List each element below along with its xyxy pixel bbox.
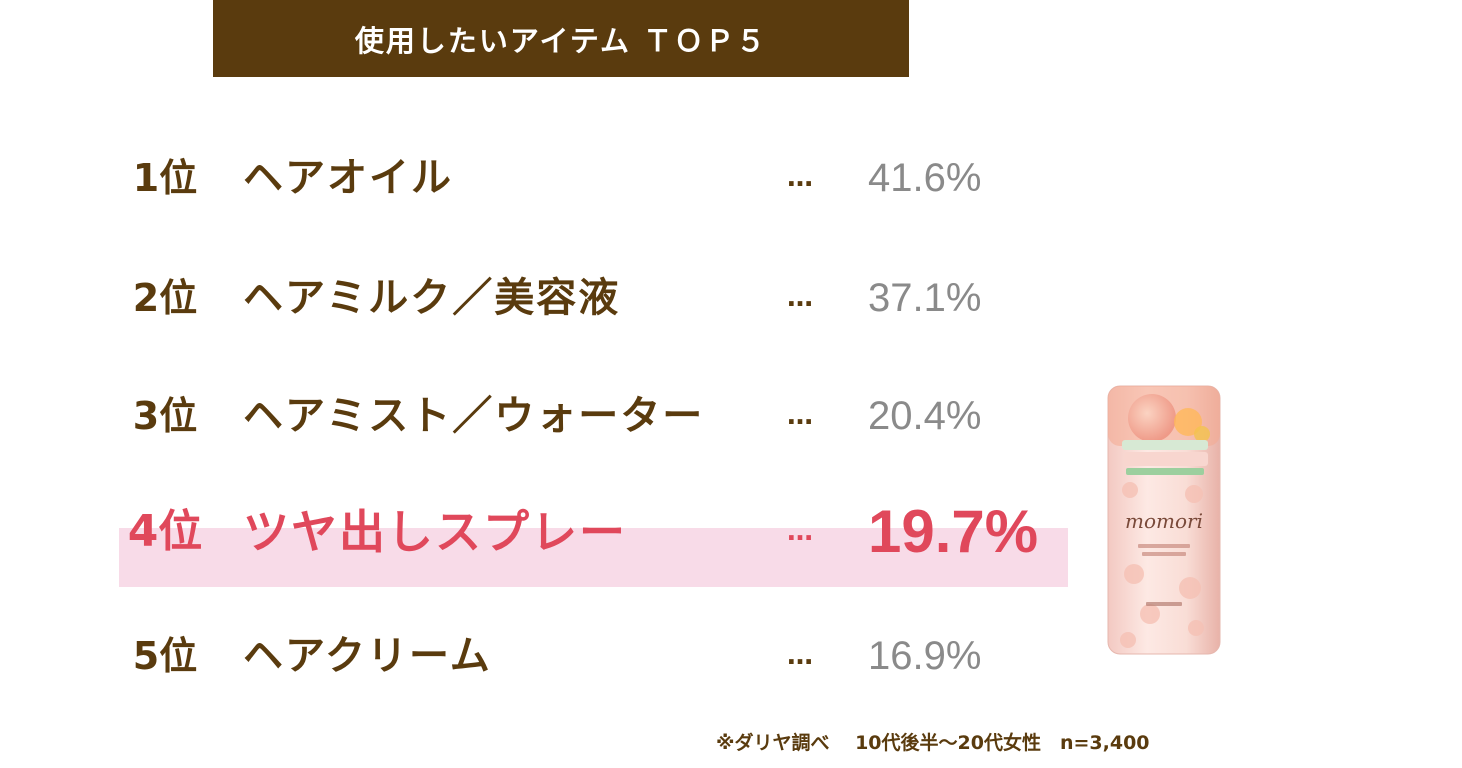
footnote: ※ダリヤ調べ 10代後半〜20代女性 n=3,400 (716, 732, 1150, 754)
ranking-row-4: 4位 ツヤ出しスプレー … 19.7% (0, 497, 1100, 567)
item-name: ヘアミルク／美容液 (243, 275, 621, 321)
svg-text:momori: momori (1125, 509, 1203, 533)
ellipsis: … (787, 401, 813, 431)
percentage-value: 20.4% (868, 394, 982, 438)
percentage-value: 41.6% (868, 156, 982, 200)
rank-label: 5位 (132, 634, 198, 678)
ranking-row-1: 1位 ヘアオイル … 41.6% (0, 143, 1100, 213)
item-name: ヘアミスト／ウォーター (243, 393, 705, 439)
ranking-row-3: 3位 ヘアミスト／ウォーター … 20.4% (0, 381, 1100, 451)
rank-label: 1位 (132, 156, 198, 200)
item-name: ヘアクリーム (243, 633, 492, 679)
ranking-row-2: 2位 ヘアミルク／美容液 … 37.1% (0, 263, 1100, 333)
highlight-band (119, 528, 1068, 587)
rank-label: 3位 (132, 394, 198, 438)
ellipsis: … (787, 641, 813, 671)
ranking-row-5: 5位 ヘアクリーム … 16.9% (0, 621, 1100, 691)
percentage-value: 37.1% (868, 276, 982, 320)
percentage-value: 19.7% (868, 498, 1039, 565)
item-name: ヘアオイル (243, 155, 453, 201)
rank-label: 4位 (127, 506, 203, 557)
percentage-value: 16.9% (868, 634, 982, 678)
rank-label: 2位 (132, 276, 198, 320)
ellipsis: … (787, 283, 813, 313)
product-bottle-image: momori (1107, 385, 1221, 655)
ellipsis: … (787, 163, 813, 193)
chart-title: 使用したいアイテム ＴＯＰ５ (213, 0, 909, 77)
item-name: ツヤ出しスプレー (243, 505, 627, 559)
ellipsis: … (787, 517, 813, 547)
